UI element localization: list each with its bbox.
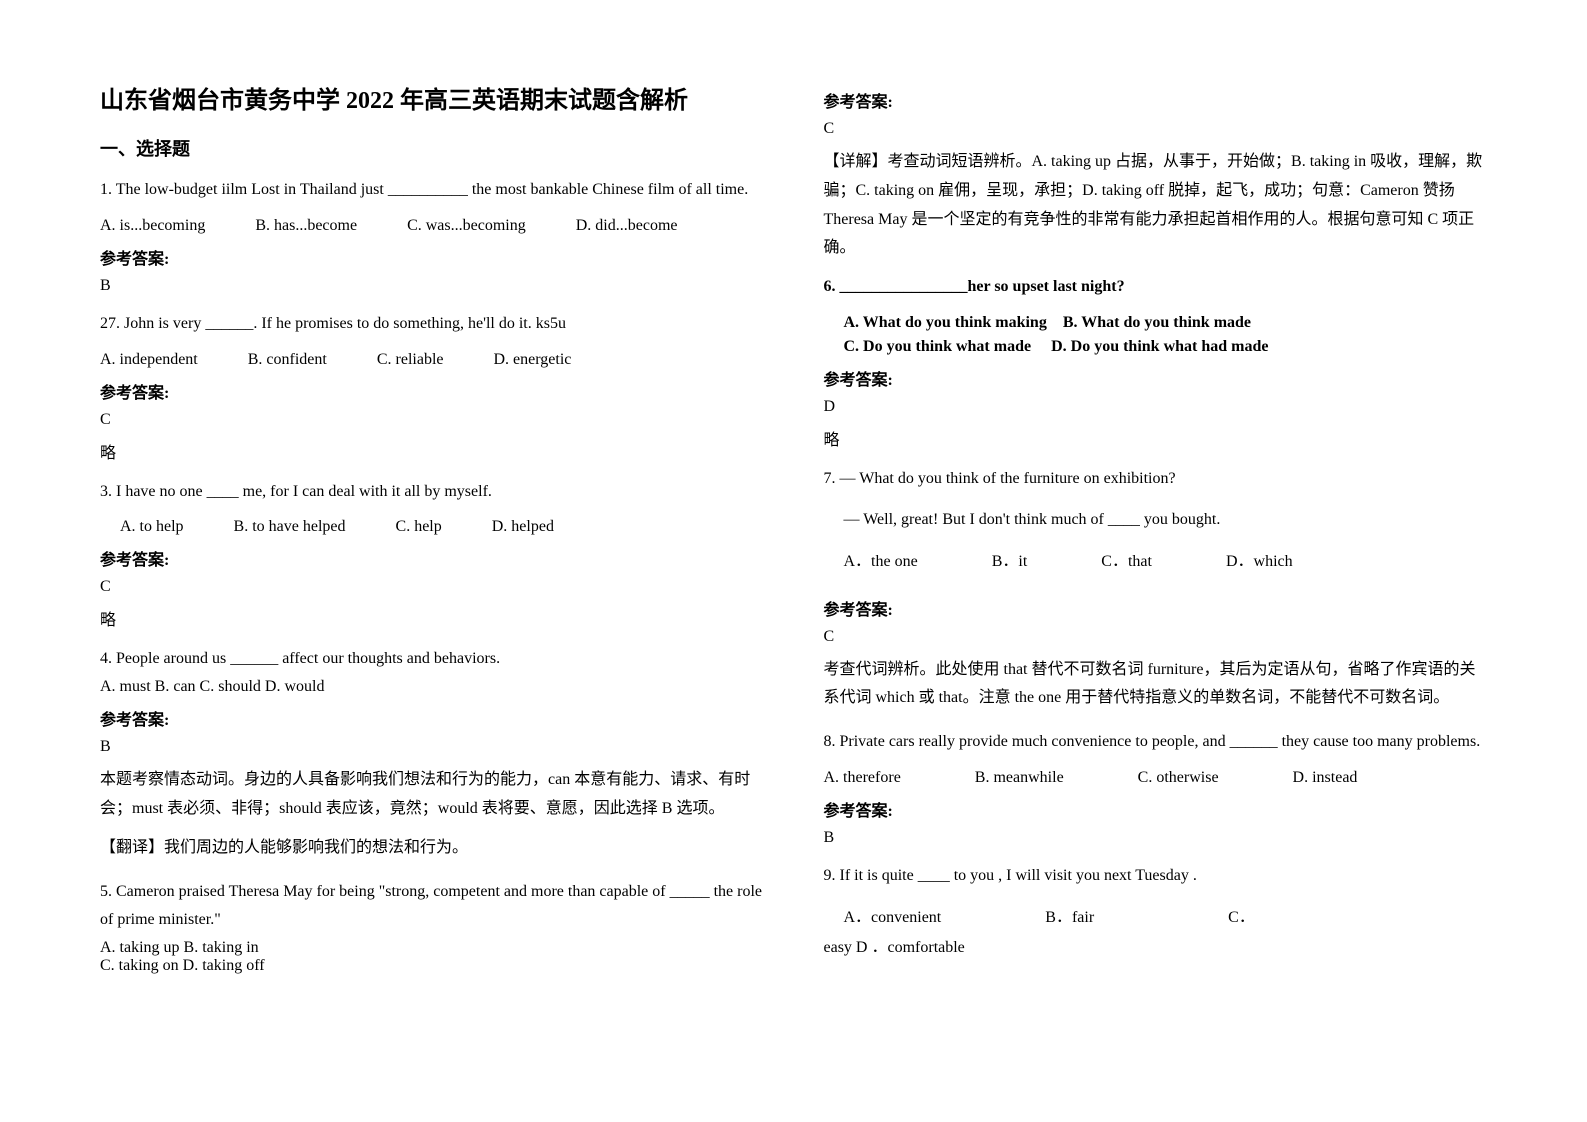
option-c: C. help xyxy=(396,518,442,536)
option-c: C. Do you think what made xyxy=(844,338,1032,355)
question-text: 9. If it is quite ____ to you , I will v… xyxy=(824,862,1488,891)
answer-label: 参考答案: xyxy=(824,88,1488,112)
question-6: 6. ________________her so upset last nig… xyxy=(824,273,1488,450)
answer-label: 参考答案: xyxy=(824,797,1488,821)
options-row: A. is...becoming B. has...become C. was.… xyxy=(100,217,764,235)
answer-value: B xyxy=(100,738,764,756)
option-b: B．it xyxy=(992,553,1028,570)
explanation: 【详解】考查动词短语辨析。A. taking up 占据，从事于，开始做；B. … xyxy=(824,148,1488,263)
answer-value: B xyxy=(100,277,764,295)
question-1: 1. The low-budget iilm Lost in Thailand … xyxy=(100,176,764,295)
option-d: D. energetic xyxy=(493,351,571,369)
page-title: 山东省烟台市黄务中学 2022 年高三英语期末试题含解析 xyxy=(100,80,764,115)
option-c: C. otherwise xyxy=(1138,769,1219,786)
explanation: 考查代词辨析。此处使用 that 替代不可数名词 furniture，其后为定语… xyxy=(824,656,1488,714)
question-text: 1. The low-budget iilm Lost in Thailand … xyxy=(100,176,764,205)
option-d: D. instead xyxy=(1293,769,1358,786)
answer-label: 参考答案: xyxy=(100,546,764,570)
option-a: A．convenient xyxy=(844,909,942,926)
answer-label: 参考答案: xyxy=(100,245,764,269)
options-line-1: A．convenient B．fair C． xyxy=(824,903,1488,927)
explanation: 本题考察情态动词。身边的人具备影响我们想法和行为的能力，can 本意有能力、请求… xyxy=(100,766,764,824)
question-27: 27. John is very ______. If he promises … xyxy=(100,310,764,463)
answer-label: 参考答案: xyxy=(100,706,764,730)
answer-label: 参考答案: xyxy=(824,596,1488,620)
question-9: 9. If it is quite ____ to you , I will v… xyxy=(824,862,1488,957)
note: 略 xyxy=(824,426,1488,450)
question-text: 6. ________________her so upset last nig… xyxy=(824,273,1488,302)
q6-text: 6. ________________her so upset last nig… xyxy=(824,278,1125,295)
options-line-2: C. taking on D. taking off xyxy=(100,957,764,975)
option-b: B. confident xyxy=(248,351,327,369)
option-b: B. What do you think made xyxy=(1063,314,1251,331)
options-row: A. to help B. to have helped C. help D. … xyxy=(100,518,764,536)
question-8: 8. Private cars really provide much conv… xyxy=(824,728,1488,847)
options-row: A. independent B. confident C. reliable … xyxy=(100,351,764,369)
question-7: 7. — What do you think of the furniture … xyxy=(824,465,1488,713)
option-b: B. to have helped xyxy=(234,518,346,536)
answer-value: C xyxy=(100,578,764,596)
answer-value: C xyxy=(824,628,1488,646)
options-line-2: C. Do you think what made D. Do you thin… xyxy=(824,338,1488,356)
question-5: 5. Cameron praised Theresa May for being… xyxy=(100,878,764,976)
options-line-1: A. What do you think making B. What do y… xyxy=(824,314,1488,332)
translation: 【翻译】我们周边的人能够影响我们的想法和行为。 xyxy=(100,834,764,863)
options-inline: A. must B. can C. should D. would xyxy=(100,678,764,696)
question-4: 4. People around us ______ affect our th… xyxy=(100,645,764,862)
option-a: A. is...becoming xyxy=(100,217,205,235)
options-row: A. therefore B. meanwhile C. otherwise D… xyxy=(824,769,1488,787)
answer-value: B xyxy=(824,829,1488,847)
option-a: A. to help xyxy=(120,518,184,536)
question-text: 4. People around us ______ affect our th… xyxy=(100,645,764,674)
option-d: D. helped xyxy=(492,518,554,536)
option-a: A. independent xyxy=(100,351,198,369)
answer-label: 参考答案: xyxy=(100,379,764,403)
question-3: 3. I have no one ____ me, for I can deal… xyxy=(100,478,764,631)
option-a: A. What do you think making xyxy=(844,314,1047,331)
question-text: 8. Private cars really provide much conv… xyxy=(824,728,1488,757)
option-d: D．which xyxy=(1226,553,1293,570)
question-text: 5. Cameron praised Theresa May for being… xyxy=(100,878,764,936)
answer-value: C xyxy=(100,411,764,429)
option-b: B．fair xyxy=(1045,909,1094,926)
option-c: C. reliable xyxy=(377,351,444,369)
question-text: 27. John is very ______. If he promises … xyxy=(100,310,764,339)
option-b: B. meanwhile xyxy=(975,769,1064,786)
question-text-1: 7. — What do you think of the furniture … xyxy=(824,465,1488,494)
question-text-2: — Well, great! But I don't think much of… xyxy=(824,506,1488,535)
right-column: 参考答案: C 【详解】考查动词短语辨析。A. taking up 占据，从事于… xyxy=(824,80,1488,990)
options-line-2: easy D ．comfortable xyxy=(824,933,1488,957)
option-c: C．that xyxy=(1101,553,1152,570)
option-a: A. therefore xyxy=(824,769,901,786)
option-c: C. was...becoming xyxy=(407,217,526,235)
note: 略 xyxy=(100,606,764,630)
left-column: 山东省烟台市黄务中学 2022 年高三英语期末试题含解析 一、选择题 1. Th… xyxy=(100,80,764,990)
answer-value: C xyxy=(824,120,1488,138)
section-title: 一、选择题 xyxy=(100,135,764,161)
answer-value: D xyxy=(824,398,1488,416)
note: 略 xyxy=(100,439,764,463)
options-line-1: A. taking up B. taking in xyxy=(100,939,764,957)
options-row: A．the one B．it C．that D．which xyxy=(824,547,1488,571)
option-a: A．the one xyxy=(844,553,918,570)
option-b: B. has...become xyxy=(255,217,357,235)
option-d: D. did...become xyxy=(576,217,678,235)
option-d: D. Do you think what had made xyxy=(1051,338,1268,355)
question-text: 3. I have no one ____ me, for I can deal… xyxy=(100,478,764,507)
answer-label: 参考答案: xyxy=(824,366,1488,390)
option-c: C． xyxy=(1228,909,1255,926)
